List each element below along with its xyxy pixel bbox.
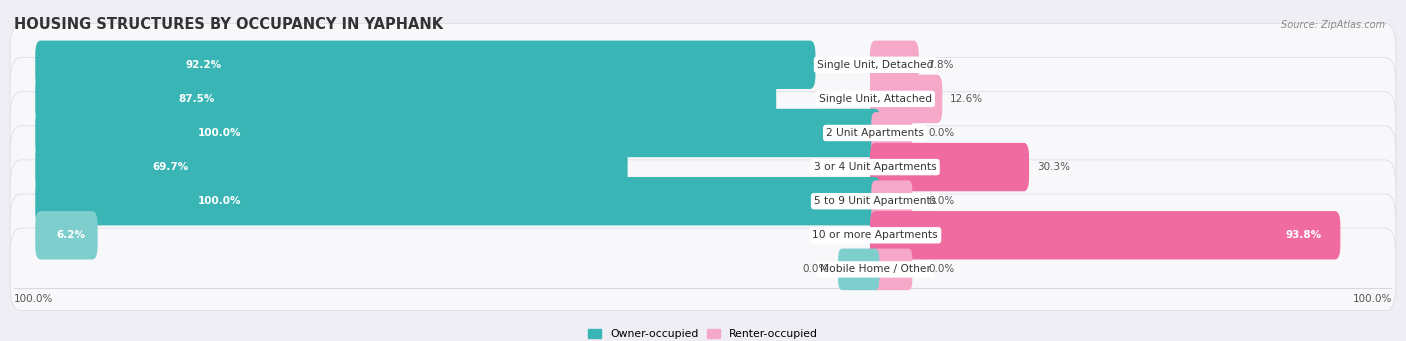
Text: 0.0%: 0.0%	[803, 264, 830, 275]
FancyBboxPatch shape	[35, 75, 776, 123]
FancyBboxPatch shape	[870, 41, 918, 89]
Text: 0.0%: 0.0%	[928, 196, 955, 206]
Text: 0.0%: 0.0%	[928, 264, 955, 275]
Text: 87.5%: 87.5%	[179, 94, 215, 104]
Text: 30.3%: 30.3%	[1038, 162, 1070, 172]
FancyBboxPatch shape	[10, 126, 1396, 208]
FancyBboxPatch shape	[35, 41, 815, 89]
FancyBboxPatch shape	[870, 143, 1029, 191]
Text: 3 or 4 Unit Apartments: 3 or 4 Unit Apartments	[814, 162, 936, 172]
Text: 2 Unit Apartments: 2 Unit Apartments	[827, 128, 924, 138]
Text: 92.2%: 92.2%	[186, 60, 222, 70]
Text: 100.0%: 100.0%	[14, 294, 53, 305]
FancyBboxPatch shape	[10, 24, 1396, 106]
FancyBboxPatch shape	[872, 180, 912, 222]
FancyBboxPatch shape	[870, 75, 942, 123]
FancyBboxPatch shape	[35, 143, 627, 191]
FancyBboxPatch shape	[10, 58, 1396, 140]
Text: 69.7%: 69.7%	[152, 162, 188, 172]
FancyBboxPatch shape	[35, 211, 97, 260]
Text: 6.2%: 6.2%	[56, 230, 86, 240]
Text: 12.6%: 12.6%	[950, 94, 983, 104]
Text: Source: ZipAtlas.com: Source: ZipAtlas.com	[1281, 20, 1385, 30]
Text: 100.0%: 100.0%	[1353, 294, 1392, 305]
FancyBboxPatch shape	[10, 228, 1396, 311]
FancyBboxPatch shape	[872, 112, 912, 154]
Text: 0.0%: 0.0%	[928, 128, 955, 138]
FancyBboxPatch shape	[35, 109, 880, 157]
Text: Single Unit, Attached: Single Unit, Attached	[818, 94, 932, 104]
FancyBboxPatch shape	[35, 177, 880, 225]
FancyBboxPatch shape	[10, 160, 1396, 242]
FancyBboxPatch shape	[838, 249, 879, 290]
Text: 100.0%: 100.0%	[197, 128, 240, 138]
Text: 10 or more Apartments: 10 or more Apartments	[813, 230, 938, 240]
Text: 93.8%: 93.8%	[1285, 230, 1322, 240]
FancyBboxPatch shape	[870, 211, 1340, 260]
Text: Single Unit, Detached: Single Unit, Detached	[817, 60, 934, 70]
FancyBboxPatch shape	[10, 92, 1396, 174]
FancyBboxPatch shape	[10, 194, 1396, 277]
Legend: Owner-occupied, Renter-occupied: Owner-occupied, Renter-occupied	[583, 324, 823, 341]
Text: 7.8%: 7.8%	[927, 60, 953, 70]
Text: HOUSING STRUCTURES BY OCCUPANCY IN YAPHANK: HOUSING STRUCTURES BY OCCUPANCY IN YAPHA…	[14, 17, 443, 32]
FancyBboxPatch shape	[872, 249, 912, 290]
Text: 100.0%: 100.0%	[197, 196, 240, 206]
Text: Mobile Home / Other: Mobile Home / Other	[820, 264, 931, 275]
Text: 5 to 9 Unit Apartments: 5 to 9 Unit Apartments	[814, 196, 936, 206]
